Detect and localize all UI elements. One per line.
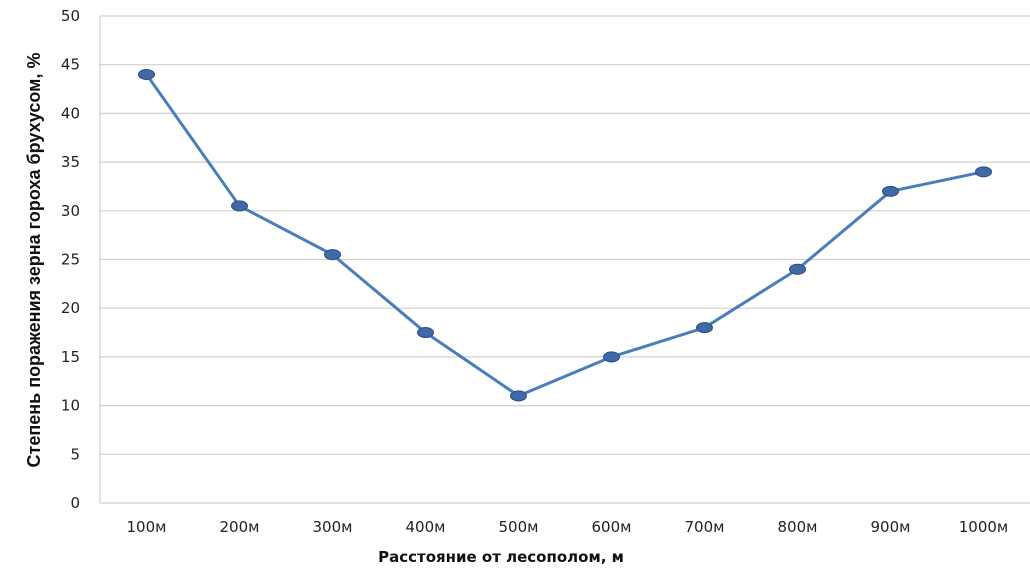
series-line xyxy=(145,73,984,398)
y-tick-label: 30 xyxy=(61,202,80,220)
data-point-marker xyxy=(138,68,155,80)
data-point-marker xyxy=(603,351,620,363)
data-point-marker xyxy=(696,322,713,334)
series-layer xyxy=(138,68,992,402)
data-point-marker xyxy=(882,185,899,197)
y-tick-label: 25 xyxy=(61,251,80,269)
y-axis-title: Степень поражения зерна гороха брухусом,… xyxy=(24,53,44,468)
x-tick-label: 400м xyxy=(406,518,446,536)
x-tick-label: 100м xyxy=(127,518,167,536)
data-point-marker xyxy=(324,249,341,261)
y-tick-label: 45 xyxy=(61,56,80,74)
x-tick-label: 700м xyxy=(685,518,725,536)
y-tick-label: 50 xyxy=(61,7,80,25)
x-axis-title: Расстояние от лесополом, м xyxy=(378,548,624,566)
y-axis-ticks: 0 5 10 15 20 25 30 35 40 45 50 xyxy=(61,7,80,512)
data-point-marker xyxy=(789,263,806,275)
x-tick-label: 500м xyxy=(499,518,539,536)
grid-lines xyxy=(99,15,1030,504)
data-point-marker xyxy=(417,327,434,339)
y-tick-label: 5 xyxy=(70,445,80,463)
x-axis-ticks: 100м 200м 300м 400м 500м 600м 700м 800м 900м 1000… xyxy=(127,518,1009,536)
y-tick-label: 35 xyxy=(61,153,80,171)
x-tick-label: 900м xyxy=(871,518,911,536)
y-tick-label: 10 xyxy=(61,397,80,415)
y-tick-label: 0 xyxy=(70,494,80,512)
y-tick-label: 40 xyxy=(61,104,80,122)
y-tick-label: 20 xyxy=(61,299,80,317)
y-tick-label: 15 xyxy=(61,348,80,366)
x-tick-label: 1000м xyxy=(959,518,1009,536)
data-point-marker xyxy=(231,200,248,212)
data-point-marker xyxy=(975,166,992,178)
x-tick-label: 200м xyxy=(220,518,260,536)
x-tick-label: 600м xyxy=(592,518,632,536)
data-point-marker xyxy=(510,390,527,402)
x-tick-label: 800м xyxy=(778,518,818,536)
x-tick-label: 300м xyxy=(313,518,353,536)
